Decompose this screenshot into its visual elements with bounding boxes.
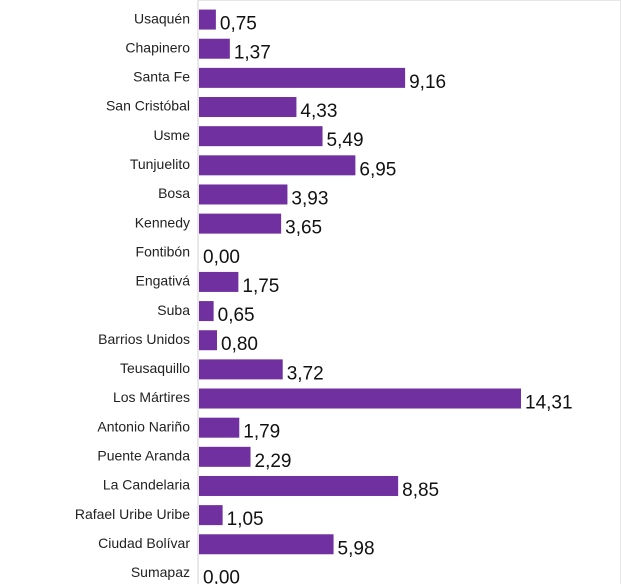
bar [199, 388, 521, 409]
category-label: Rafael Uribe Uribe [75, 506, 190, 522]
bar [199, 184, 288, 205]
category-label: Usme [153, 127, 190, 143]
category-label: Suba [157, 302, 190, 318]
value-label: 3,93 [291, 188, 328, 209]
bar [199, 446, 251, 467]
bar [199, 505, 223, 526]
bar [199, 475, 399, 496]
category-label: Santa Fe [133, 69, 190, 85]
category-label: Barrios Unidos [98, 331, 190, 347]
value-label: 6,95 [359, 159, 396, 180]
value-label: 3,65 [285, 218, 322, 239]
value-label: 5,49 [327, 130, 364, 151]
bar [199, 126, 323, 147]
value-label: 1,79 [243, 422, 280, 443]
value-label: 1,75 [242, 276, 279, 297]
value-label: 0,65 [218, 305, 255, 326]
category-label: La Candelaria [103, 477, 190, 493]
category-label: Kennedy [135, 214, 190, 230]
bar [199, 213, 282, 234]
value-label: 3,72 [287, 363, 324, 384]
bar [199, 417, 240, 438]
value-label: 5,98 [338, 538, 375, 559]
value-label: 0,75 [220, 14, 257, 35]
category-label: Tunjuelito [130, 156, 190, 172]
category-label: San Cristóbal [106, 98, 190, 114]
bar [199, 97, 297, 118]
bar [199, 38, 230, 59]
value-label: 14,31 [525, 393, 573, 414]
category-label: Chapinero [125, 39, 190, 55]
category-label: Bosa [158, 185, 190, 201]
value-label: 0,00 [203, 247, 240, 268]
category-label: Los Mártires [113, 389, 190, 405]
bar [199, 9, 216, 30]
bar [199, 330, 218, 351]
bar [199, 155, 356, 176]
value-label: 0,00 [203, 567, 240, 584]
category-label: Engativá [136, 273, 191, 289]
category-label: Antonio Nariño [97, 418, 190, 434]
bar [199, 534, 334, 555]
value-label: 8,85 [402, 480, 439, 501]
bar [199, 359, 283, 380]
category-label: Usaquén [134, 10, 190, 26]
bar [199, 271, 239, 292]
category-label: Ciudad Bolívar [98, 535, 190, 551]
value-label: 4,33 [300, 101, 337, 122]
value-label: 1,05 [227, 509, 264, 530]
bar [199, 301, 214, 322]
value-label: 2,29 [255, 451, 292, 472]
category-label: Sumapaz [131, 564, 190, 580]
category-label: Teusaquillo [120, 360, 190, 376]
category-label: Puente Aranda [97, 448, 190, 464]
bar [199, 67, 406, 88]
value-label: 9,16 [409, 72, 446, 93]
value-label: 1,37 [234, 43, 271, 64]
value-label: 0,80 [221, 334, 258, 355]
category-label: Fontibón [136, 243, 190, 259]
